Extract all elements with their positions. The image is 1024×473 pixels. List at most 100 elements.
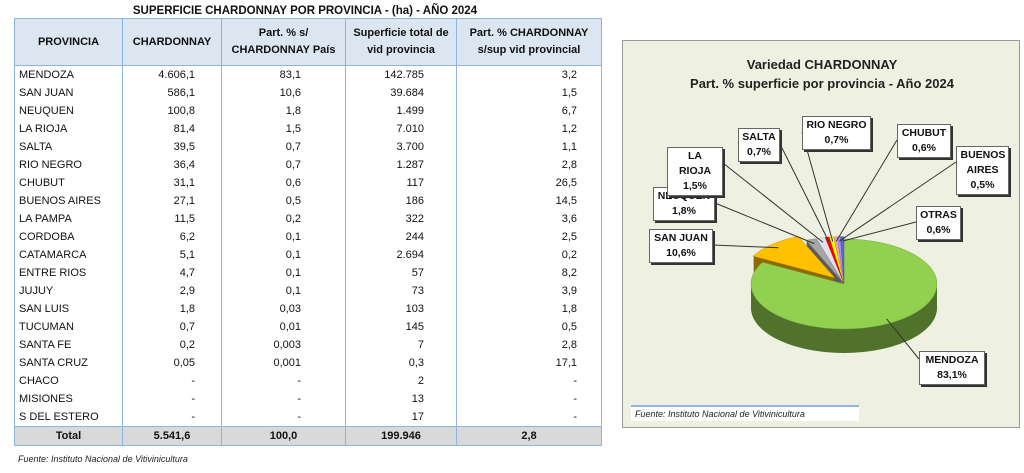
table-row: SANTA CRUZ 0,05 0,001 0,3 17,1 [14, 354, 602, 372]
label-name: BUENOS AIRES [960, 149, 1006, 176]
cell-chardonnay: 4.606,1 [122, 65, 222, 84]
cell-provincia: MENDOZA [14, 65, 123, 84]
cell-chardonnay: 0,2 [122, 336, 222, 354]
cell-chardonnay: 39,5 [122, 138, 222, 156]
cell-superficie: 2 [345, 372, 457, 390]
header-chardonnay: CHARDONNAY [122, 18, 222, 66]
leader-line [712, 244, 779, 249]
cell-part-provincial: 1,5 [456, 84, 602, 102]
cell-part-pais: 10,6 [221, 84, 346, 102]
cell-part-pais: 0,001 [221, 354, 346, 372]
label-value: 0,6% [926, 224, 951, 236]
cell-part-provincial: 1,1 [456, 138, 602, 156]
cell-provincia: NEUQUEN [14, 102, 123, 120]
cell-provincia: SANTA CRUZ [14, 354, 123, 372]
cell-chardonnay: 0,7 [122, 318, 222, 336]
label-value: 0,5% [970, 179, 995, 191]
cell-chardonnay: - [122, 408, 222, 427]
leader-line [779, 143, 830, 242]
table-header-row: PROVINCIA CHARDONNAY Part. % s/ CHARDONN… [14, 18, 602, 66]
cell-part-pais: 0,03 [221, 300, 346, 318]
cell-provincia: SAN JUAN [14, 84, 123, 102]
cell-chardonnay: 27,1 [122, 192, 222, 210]
cell-provincia: MISIONES [14, 390, 123, 408]
label-name: CHUBUT [901, 127, 947, 139]
label-value: 0,7% [824, 134, 849, 146]
cell-part-provincial: 14,5 [456, 192, 602, 210]
cell-provincia: CATAMARCA [14, 246, 123, 264]
data-label-salta: SALTA 0,7% [738, 128, 780, 162]
label-value: 0,7% [747, 146, 771, 158]
label-value: 83,1% [937, 369, 967, 381]
cell-superficie: 57 [345, 264, 457, 282]
cell-part-pais: 83,1 [221, 65, 346, 84]
cell-provincia: LA RIOJA [14, 120, 123, 138]
table-row: CATAMARCA 5,1 0,1 2.694 0,2 [14, 246, 602, 264]
cell-provincia: BUENOS AIRES [14, 192, 123, 210]
table-row: LA RIOJA 81,4 1,5 7.010 1,2 [14, 120, 602, 138]
data-label-san-juan: SAN JUAN 10,6% [649, 229, 713, 263]
cell-part-pais: - [221, 372, 346, 390]
cell-part-provincial: 2,5 [456, 228, 602, 246]
label-value: 0,6% [912, 142, 936, 154]
table-row: MISIONES - -13- [14, 390, 602, 408]
cell-provincia: SAN LUIS [14, 300, 123, 318]
table-row: MENDOZA 4.606,1 83,1 142.785 3,2 [14, 65, 602, 84]
leader-line [714, 202, 815, 245]
cell-provincia: TUCUMAN [14, 318, 123, 336]
leader-line [842, 221, 917, 242]
data-label-rio-negro: RIO NEGRO 0,7% [802, 116, 871, 150]
table-row: CORDOBA 6,2 0,1 244 2,5 [14, 228, 602, 246]
cell-superficie: 7 [345, 336, 457, 354]
data-label-chubut: CHUBUT 0,6% [897, 124, 951, 158]
header-provincia: PROVINCIA [14, 18, 123, 66]
pie-slice-la-rioja [816, 237, 844, 282]
cell-provincia: Total [14, 426, 123, 446]
pie-chart [712, 131, 957, 360]
table-row: SAN LUIS 1,8 0,03 103 1,8 [14, 300, 602, 318]
cell-superficie: 1.287 [345, 156, 457, 174]
cell-superficie: 199.946 [345, 426, 457, 446]
label-value: 10,6% [666, 247, 696, 259]
cell-part-provincial: 6,7 [456, 102, 602, 120]
leader-line [839, 161, 957, 242]
cell-provincia: SALTA [14, 138, 123, 156]
table-row: SANTA FE 0,2 0,003 7 2,8 [14, 336, 602, 354]
leader-line [886, 318, 920, 360]
leader-line [801, 131, 834, 242]
table-row: ENTRE RIOS 4,7 0,1 57 8,2 [14, 264, 602, 282]
cell-part-pais: 0,1 [221, 246, 346, 264]
cell-chardonnay: 5,1 [122, 246, 222, 264]
cell-provincia: S DEL ESTERO [14, 408, 123, 427]
cell-part-provincial: 2,8 [456, 426, 602, 446]
cell-part-pais: 0,1 [221, 282, 346, 300]
table-row: NEUQUEN 100,8 1,8 1.499 6,7 [14, 102, 602, 120]
cell-superficie: 322 [345, 210, 457, 228]
header-part-pais: Part. % s/ CHARDONNAY País [221, 18, 346, 66]
header-part-provincial: Part. % CHARDONNAY s/sup vid provincial [456, 18, 602, 66]
cell-part-provincial: 3,6 [456, 210, 602, 228]
cell-chardonnay: 4,7 [122, 264, 222, 282]
cell-superficie: 0,3 [345, 354, 457, 372]
cell-chardonnay: 6,2 [122, 228, 222, 246]
cell-part-provincial: 26,5 [456, 174, 602, 192]
cell-superficie: 244 [345, 228, 457, 246]
cell-chardonnay: 0,05 [122, 354, 222, 372]
province-table: PROVINCIA CHARDONNAY Part. % s/ CHARDONN… [14, 18, 602, 446]
label-name: RIO NEGRO [806, 119, 867, 131]
cell-part-provincial: 17,1 [456, 354, 602, 372]
table-row: LA PAMPA 11,5 0,2 322 3,6 [14, 210, 602, 228]
cell-chardonnay: 81,4 [122, 120, 222, 138]
cell-chardonnay: - [122, 372, 222, 390]
header-superficie-total: Superficie total de vid provincia [345, 18, 457, 66]
cell-part-pais: 0,01 [221, 318, 346, 336]
chart-source: Fuente: Instituto Nacional de Vitivinicu… [631, 405, 859, 421]
label-name: SAN JUAN [654, 232, 708, 244]
table-row: BUENOS AIRES 27,1 0,5 186 14,5 [14, 192, 602, 210]
cell-chardonnay: - [122, 390, 222, 408]
table-source: Fuente: Instituto Nacional de Vitivinicu… [18, 454, 188, 464]
data-label-la-rioja: LA RIOJA 1,5% [667, 147, 723, 196]
cell-part-pais: 100,0 [221, 426, 346, 446]
cell-part-pais: 0,1 [221, 228, 346, 246]
cell-superficie: 103 [345, 300, 457, 318]
